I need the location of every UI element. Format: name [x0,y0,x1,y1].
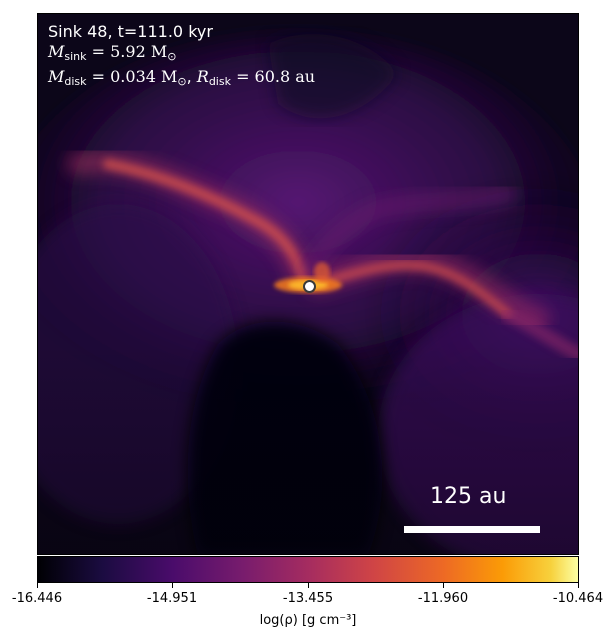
sink-marker [303,280,316,293]
sink-mass-line: Msink = 5.92 M⊙ [48,42,315,67]
disk-line: Mdisk = 0.034 M⊙, Rdisk = 60.8 au [48,67,315,92]
colorbar-tick [578,583,579,588]
colorbar-tick-label: -10.464 [552,591,604,606]
msink-value: = 5.92 M [91,42,168,61]
colorbar-tick-label: -14.951 [146,591,198,606]
scalebar [404,526,540,533]
msink-subscript: sink [64,50,87,63]
colorbar-label: log(ρ) [g cm⁻³] [259,613,357,628]
colorbar-tick [37,583,38,588]
msink-symbol: M [48,42,65,61]
colorbar-tick [443,583,444,588]
rdisk-symbol: R [196,67,209,86]
colorbar-tick [172,583,173,588]
colorbar-tick-label: -11.960 [417,591,469,606]
sink-time-line: Sink 48, t=111.0 kyr [48,22,213,41]
mdisk-unit-subscript: ⊙ [177,75,187,88]
rdisk-subscript: disk [208,75,231,88]
mdisk-value: = 0.034 M [91,67,178,86]
colorbar-tick [308,583,309,588]
density-map-image [38,14,578,554]
msink-unit-subscript: ⊙ [167,50,177,63]
rdisk-separator: , [186,67,197,86]
mdisk-subscript: disk [64,75,87,88]
density-map-panel: Sink 48, t=111.0 kyr Msink = 5.92 M⊙ Mdi… [37,13,579,555]
mdisk-symbol: M [48,67,65,86]
colorbar-tick-label: -13.455 [282,591,334,606]
rdisk-value: = 60.8 au [236,67,316,86]
colorbar-tick-label: -16.446 [11,591,63,606]
scalebar-label: 125 au [430,484,507,509]
colorbar [37,556,579,583]
sink-info: Sink 48, t=111.0 kyr Msink = 5.92 M⊙ Mdi… [48,22,315,92]
